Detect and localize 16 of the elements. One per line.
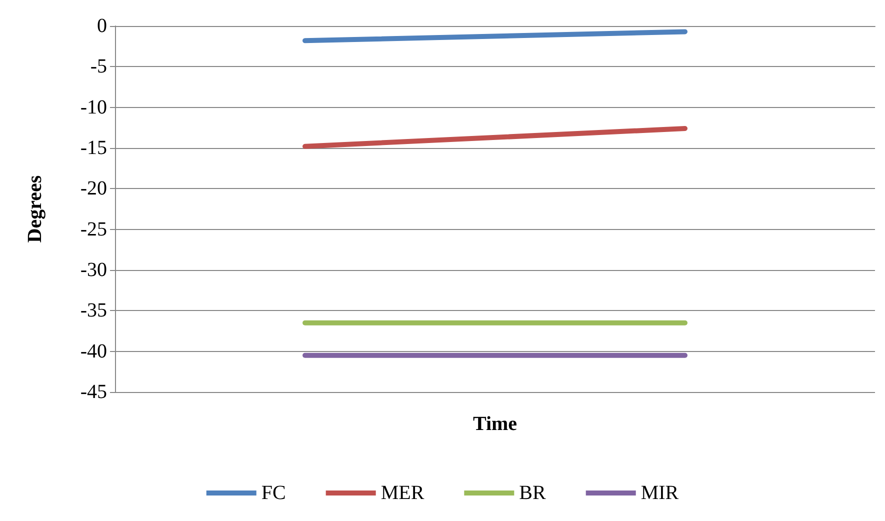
y-tick-label: -5 (90, 56, 107, 78)
x-axis-title: Time (472, 413, 518, 435)
legend-label: BR (519, 482, 547, 504)
y-tick-label: -35 (80, 300, 107, 322)
y-tick-label: -30 (80, 259, 107, 281)
y-tick-label: -40 (80, 340, 107, 362)
y-tick-label: -20 (80, 178, 107, 200)
y-tick-label: -15 (80, 137, 107, 159)
y-tick-label: -10 (80, 96, 107, 118)
legend-label: FC (261, 482, 286, 504)
y-tick-label: -45 (80, 381, 107, 403)
y-tick-label: -25 (80, 218, 107, 240)
y-axis-title: Degrees (24, 175, 46, 243)
y-tick-label: 0 (97, 15, 107, 37)
legend-label: MIR (640, 482, 680, 504)
legend-label: MER (380, 482, 425, 504)
